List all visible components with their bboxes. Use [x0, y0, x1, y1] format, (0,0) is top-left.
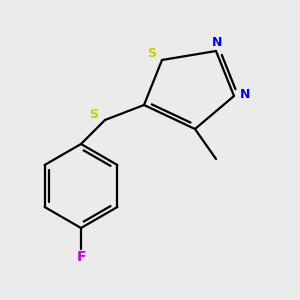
Text: S: S [89, 108, 98, 121]
Text: N: N [212, 36, 223, 49]
Text: S: S [147, 47, 156, 60]
Text: N: N [240, 88, 250, 101]
Text: F: F [76, 250, 86, 264]
